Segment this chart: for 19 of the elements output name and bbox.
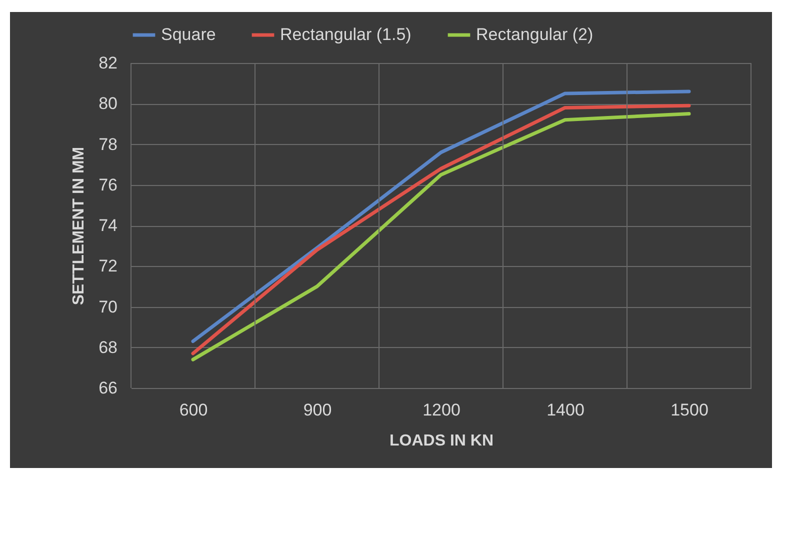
y-axis-title: SETTLEMENT IN MM [70, 146, 88, 306]
x-tick-label: 1500 [670, 400, 708, 420]
y-tick-label: 70 [98, 297, 118, 316]
y-tick-label: 82 [98, 54, 118, 72]
y-tick-label: 68 [98, 338, 118, 357]
x-tick-label: 1200 [422, 400, 460, 420]
y-tick-label: 66 [98, 378, 118, 398]
y-tick-label: 72 [98, 256, 118, 276]
y-tick-label: 74 [98, 216, 118, 235]
x-tick-label: 1400 [546, 400, 584, 420]
x-tick-label: 600 [179, 400, 208, 420]
x-axis-title: LOADS IN KN [390, 432, 494, 450]
legend-label: Rectangular (1.5) [280, 25, 412, 44]
x-tick-label: 900 [303, 400, 332, 420]
legend-label: Rectangular (2) [476, 25, 594, 44]
y-tick-label: 78 [98, 134, 118, 154]
y-tick-label: 76 [98, 175, 118, 194]
y-tick-label: 80 [98, 94, 118, 114]
legend-label: Square [161, 25, 216, 44]
